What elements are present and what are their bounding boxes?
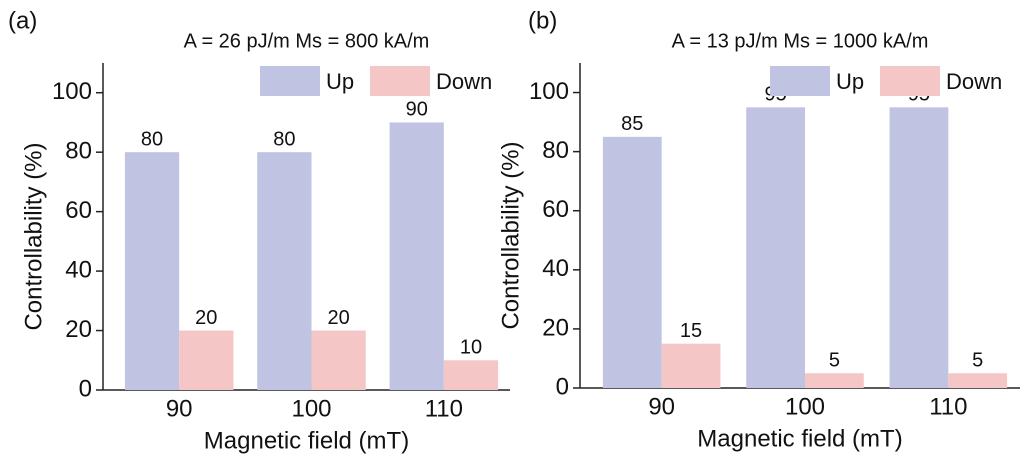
x-tick-label: 100 xyxy=(291,395,331,422)
y-tick-label: 20 xyxy=(542,314,569,341)
legend-label: Down xyxy=(436,69,492,94)
bar xyxy=(311,330,366,390)
value-label: 90 xyxy=(406,99,428,121)
bar xyxy=(805,373,864,388)
bar xyxy=(389,122,444,391)
y-tick-label: 60 xyxy=(542,196,569,223)
bar xyxy=(948,373,1008,388)
legend-label: Up xyxy=(836,69,864,94)
bar xyxy=(746,107,805,389)
y-tick-label: 80 xyxy=(65,138,92,165)
legend-label: Up xyxy=(326,69,354,94)
value-label: 15 xyxy=(680,320,702,342)
y-tick-label: 40 xyxy=(65,256,92,283)
x-axis-label: Magnetic field (mT) xyxy=(697,425,902,452)
bar xyxy=(661,343,721,388)
value-label: 80 xyxy=(141,128,163,150)
y-tick-label: 100 xyxy=(529,78,569,105)
value-label: 80 xyxy=(273,128,295,150)
x-axis-label: Magnetic field (mT) xyxy=(204,427,409,454)
y-tick-label: 100 xyxy=(52,78,92,105)
y-tick-label: 60 xyxy=(65,197,92,224)
legend-swatch xyxy=(880,66,940,96)
legend-swatch xyxy=(260,66,320,96)
value-label: 5 xyxy=(972,350,983,372)
y-axis-label: Controllability (%) xyxy=(20,142,47,330)
panel-label: (a) xyxy=(8,7,37,34)
chart-title: A = 26 pJ/m Ms = 800 kA/m xyxy=(184,30,430,52)
value-label: 85 xyxy=(621,113,643,135)
x-tick-label: 110 xyxy=(929,393,967,420)
legend-swatch xyxy=(770,66,830,96)
x-tick-label: 90 xyxy=(648,393,675,420)
bar xyxy=(443,360,499,390)
bar xyxy=(124,152,180,390)
x-tick-label: 100 xyxy=(785,393,825,420)
value-label: 20 xyxy=(328,307,350,329)
value-label: 10 xyxy=(460,337,482,359)
value-label: 5 xyxy=(829,350,840,372)
bar xyxy=(257,152,312,390)
y-tick-label: 0 xyxy=(79,375,92,402)
y-tick-label: 20 xyxy=(65,316,92,343)
bar xyxy=(179,330,234,390)
bar xyxy=(602,136,662,388)
panel-label: (b) xyxy=(528,7,557,34)
y-axis-label: Controllability (%) xyxy=(497,141,524,329)
x-tick-label: 110 xyxy=(425,395,463,422)
bar xyxy=(889,107,949,389)
y-tick-label: 0 xyxy=(556,373,569,400)
legend-swatch xyxy=(370,66,430,96)
chart-title: A = 13 pJ/m Ms = 1000 kA/m xyxy=(672,30,929,52)
y-tick-label: 40 xyxy=(542,255,569,282)
value-label: 20 xyxy=(195,307,217,329)
x-tick-label: 90 xyxy=(166,395,193,422)
legend-label: Down xyxy=(946,69,1002,94)
y-tick-label: 80 xyxy=(542,137,569,164)
